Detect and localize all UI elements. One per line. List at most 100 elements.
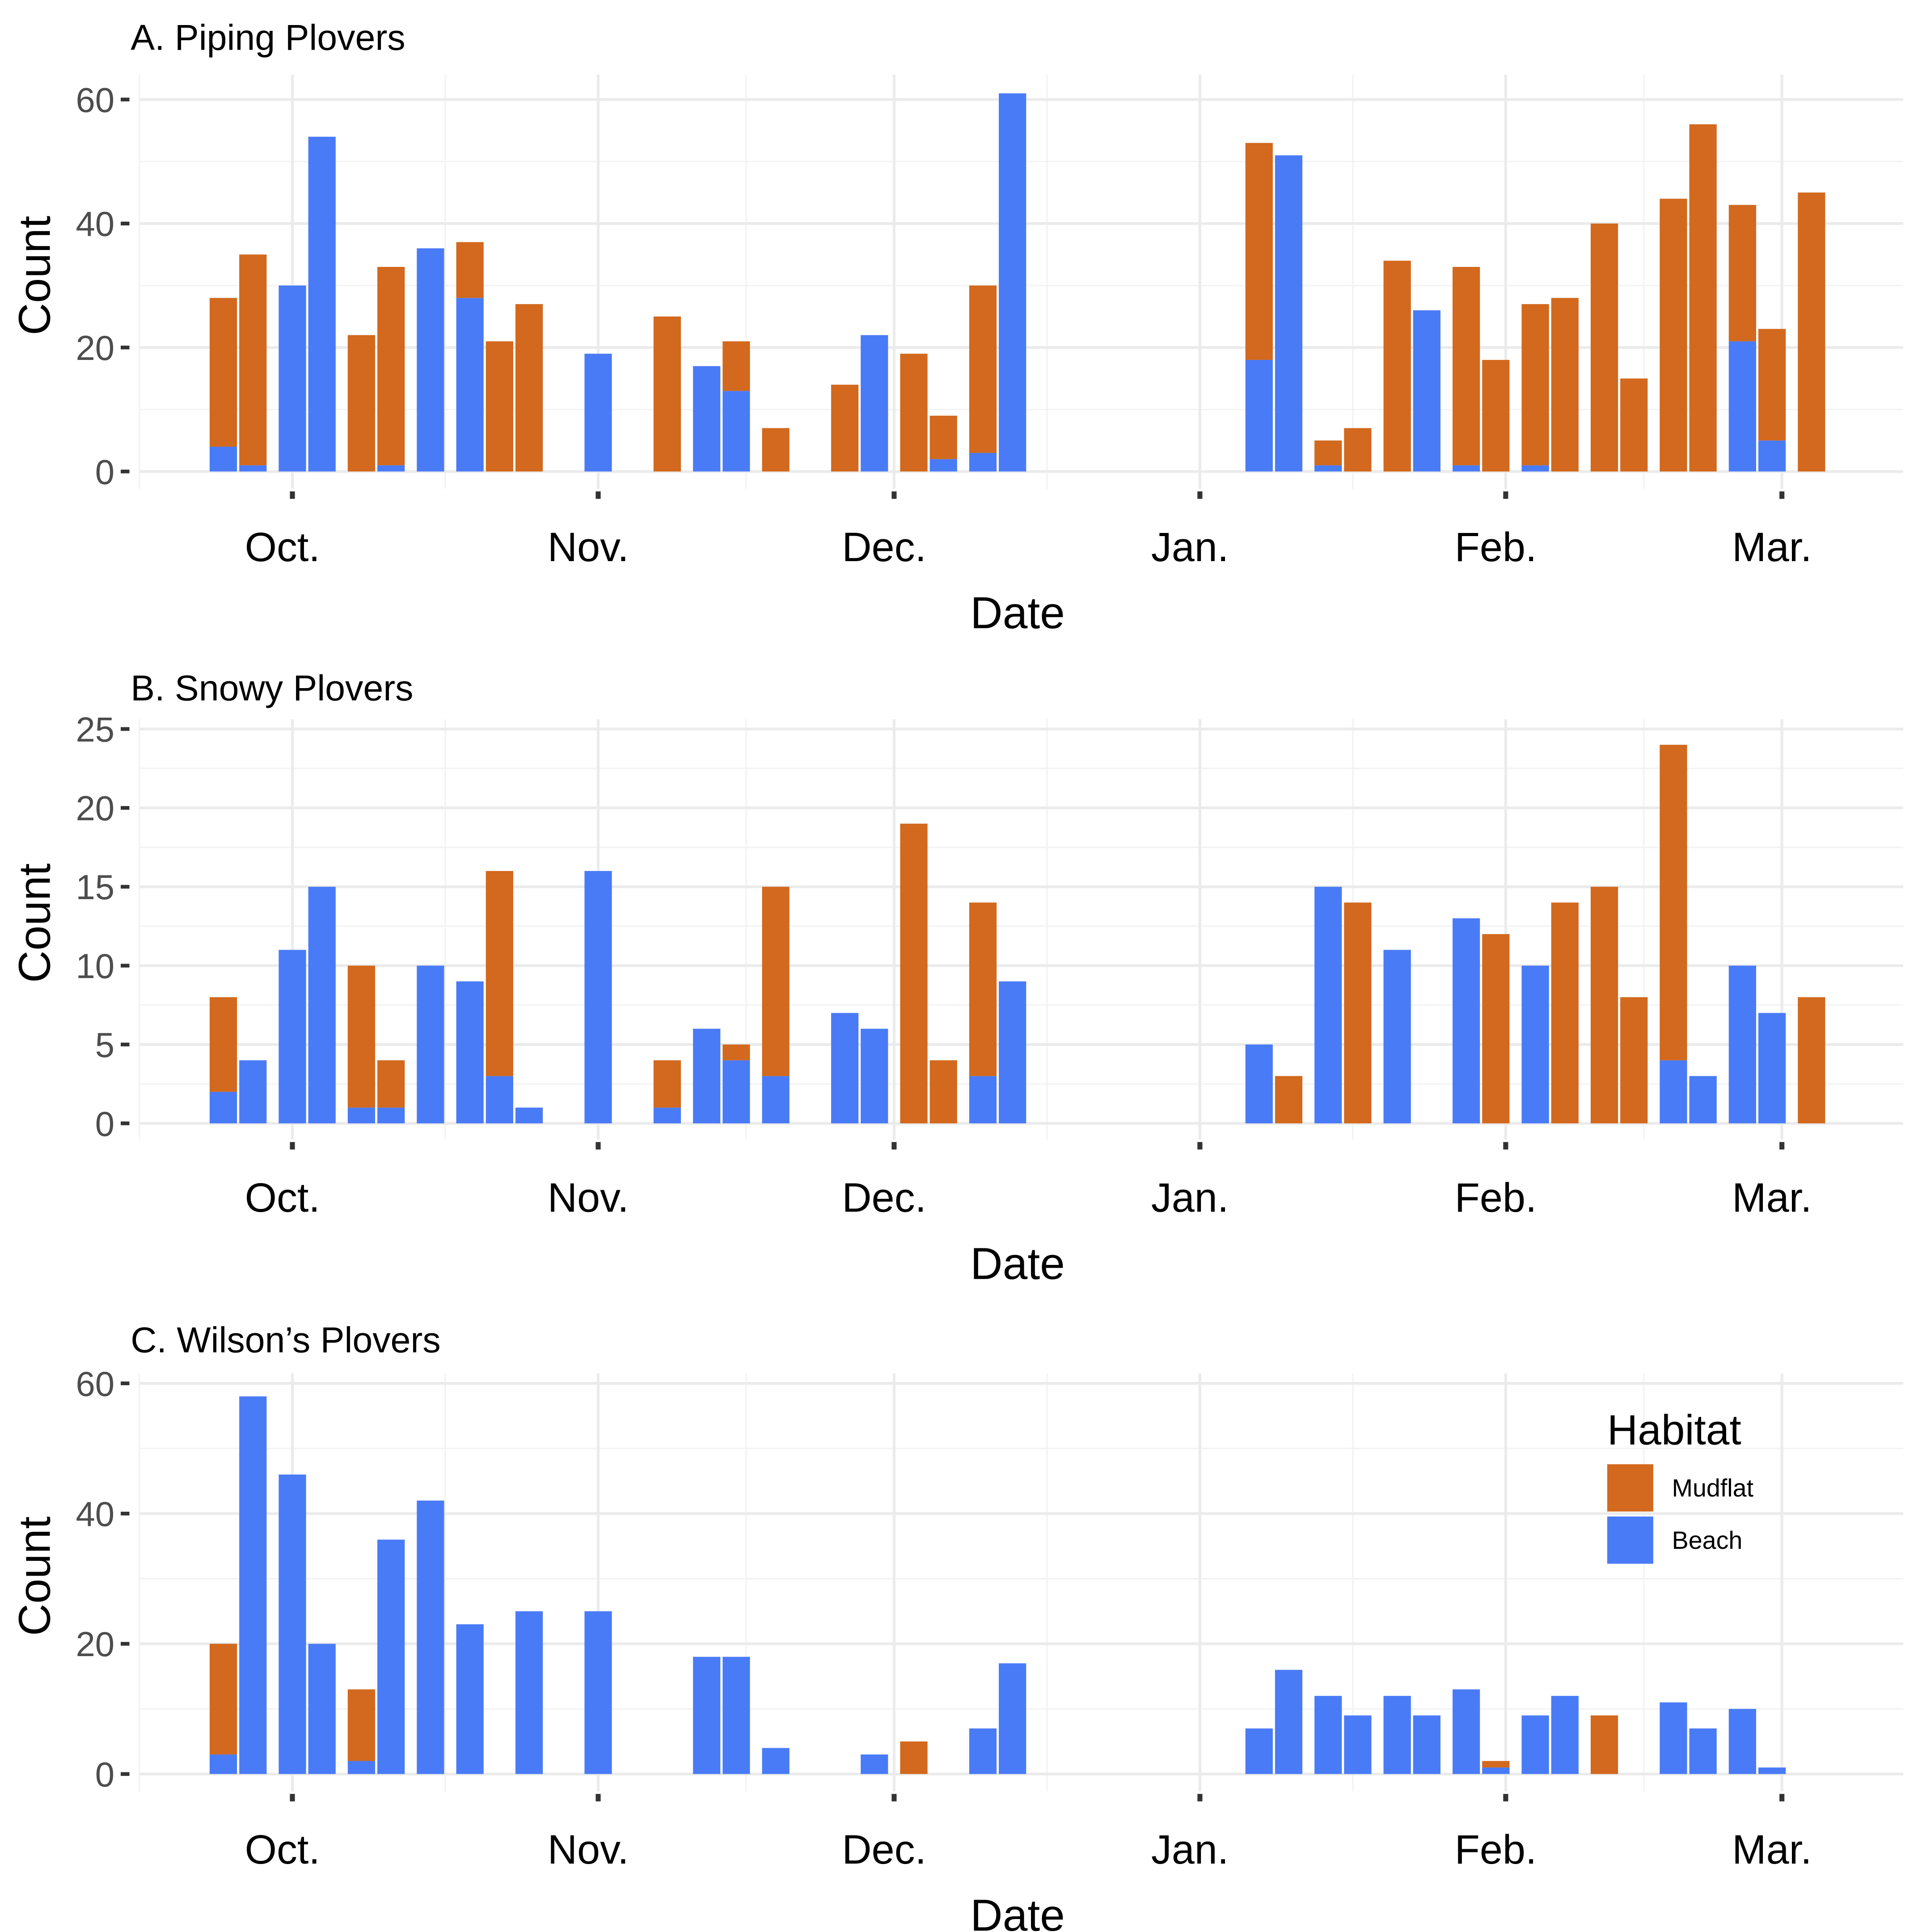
bar-mudflat [762,887,790,1076]
bar-mudflat [653,1060,681,1108]
bar-beach [1453,918,1480,1124]
y-tick-label: 60 [76,80,114,119]
bar-beach [1314,465,1342,472]
bar-mudflat [1590,223,1618,472]
bar-beach [693,366,721,472]
bar-beach [1245,1728,1273,1774]
bar-beach [1660,1702,1687,1774]
bar-mudflat [900,1741,928,1774]
bar-beach [861,1754,888,1774]
bar-beach [1413,1715,1440,1774]
bar-beach [722,1060,750,1124]
bar-beach [1413,310,1440,472]
bar-mudflat [653,316,681,472]
y-tick-label: 20 [76,328,114,368]
bar-beach [456,1624,484,1774]
bar-mudflat [377,1060,405,1108]
bar-mudflat [1551,298,1579,472]
bar-beach [377,1108,405,1124]
bar-beach [1728,965,1757,1124]
y-tick-label: 20 [76,789,114,828]
bar-beach [515,1611,543,1774]
bar-beach [1521,965,1549,1124]
x-tick-label-mar: Mar. [1732,524,1812,570]
bar-beach [1275,155,1303,472]
bar-mudflat [1453,266,1480,465]
bar-mudflat [209,997,237,1092]
x-tick-label-oct: Oct. [245,1827,320,1873]
bar-mudflat [1728,205,1757,342]
bar-beach [1728,341,1757,472]
bar-mudflat [239,254,267,465]
bar-beach [417,248,444,472]
bar-mudflat [1620,997,1648,1124]
bar-mudflat [1521,304,1549,465]
bar-beach [279,285,306,472]
bar-beach [308,1644,336,1774]
bar-mudflat [209,1644,237,1754]
bar-mudflat [900,354,928,472]
bar-beach [1758,440,1786,472]
x-tick-label-nov: Nov. [548,524,629,570]
bar-beach [1453,465,1480,472]
bar-beach [308,887,336,1124]
panel-title: B. Snowy Plovers [131,668,413,708]
bar-beach [969,1728,997,1774]
bar-beach [1314,1695,1342,1774]
bar-mudflat [1344,902,1372,1124]
bar-beach [456,298,484,472]
panel-title: A. Piping Plovers [131,17,405,58]
bar-beach [722,1657,750,1774]
y-tick-label: 40 [76,1494,114,1534]
x-axis-label: Date [970,1890,1065,1932]
y-tick-label: 0 [95,452,114,491]
bar-beach [209,1754,237,1774]
bar-beach [653,1108,681,1124]
bar-beach [279,1474,306,1774]
x-tick-label-nov: Nov. [548,1175,629,1221]
bar-beach [347,1108,376,1124]
bar-mudflat [1660,199,1687,472]
bar-beach [969,452,997,472]
bar-beach [279,950,306,1124]
bar-mudflat [1344,428,1372,472]
bar-beach [1314,887,1342,1124]
x-tick-label-jan: Jan. [1151,524,1229,570]
bar-mudflat [347,965,376,1108]
y-tick-label: 40 [76,204,114,244]
y-tick-label: 60 [76,1364,114,1404]
bar-beach [417,965,444,1124]
bar-beach [239,1060,267,1124]
y-tick-label: 25 [76,710,114,749]
bar-mudflat [347,335,376,472]
bar-beach [1245,359,1273,472]
bar-mudflat [1758,329,1786,441]
bar-mudflat [1590,887,1618,1124]
bar-mudflat [969,902,997,1076]
bar-mudflat [1482,934,1510,1124]
bar-mudflat [722,1044,750,1061]
bar-mudflat [1314,440,1342,465]
bar-beach [762,1076,790,1124]
bar-beach [929,459,957,472]
bar-mudflat [762,428,790,472]
bar-mudflat [1245,143,1273,360]
legend-label-mudflat: Mudflat [1672,1474,1754,1502]
x-tick-label-feb: Feb. [1455,1827,1537,1873]
bar-mudflat [347,1689,376,1761]
panel-1: 0 20 40 60 Oct. Nov. Dec. Jan. Feb. Mar. A. Piping… [9,17,1904,638]
bar-mudflat [486,871,513,1076]
bar-beach [1689,1076,1717,1124]
x-axis-label: Date [970,1239,1065,1289]
legend-title: Habitat [1607,1406,1741,1454]
bar-mudflat [456,242,484,298]
bar-beach [861,1028,888,1124]
bar-mudflat [1383,261,1411,472]
x-tick-label-mar: Mar. [1732,1175,1812,1221]
bar-beach [722,391,750,472]
y-tick-label: 15 [76,867,114,907]
y-tick-label: 20 [76,1624,114,1664]
x-tick-label-dec: Dec. [842,524,926,570]
bar-mudflat [900,824,928,1124]
